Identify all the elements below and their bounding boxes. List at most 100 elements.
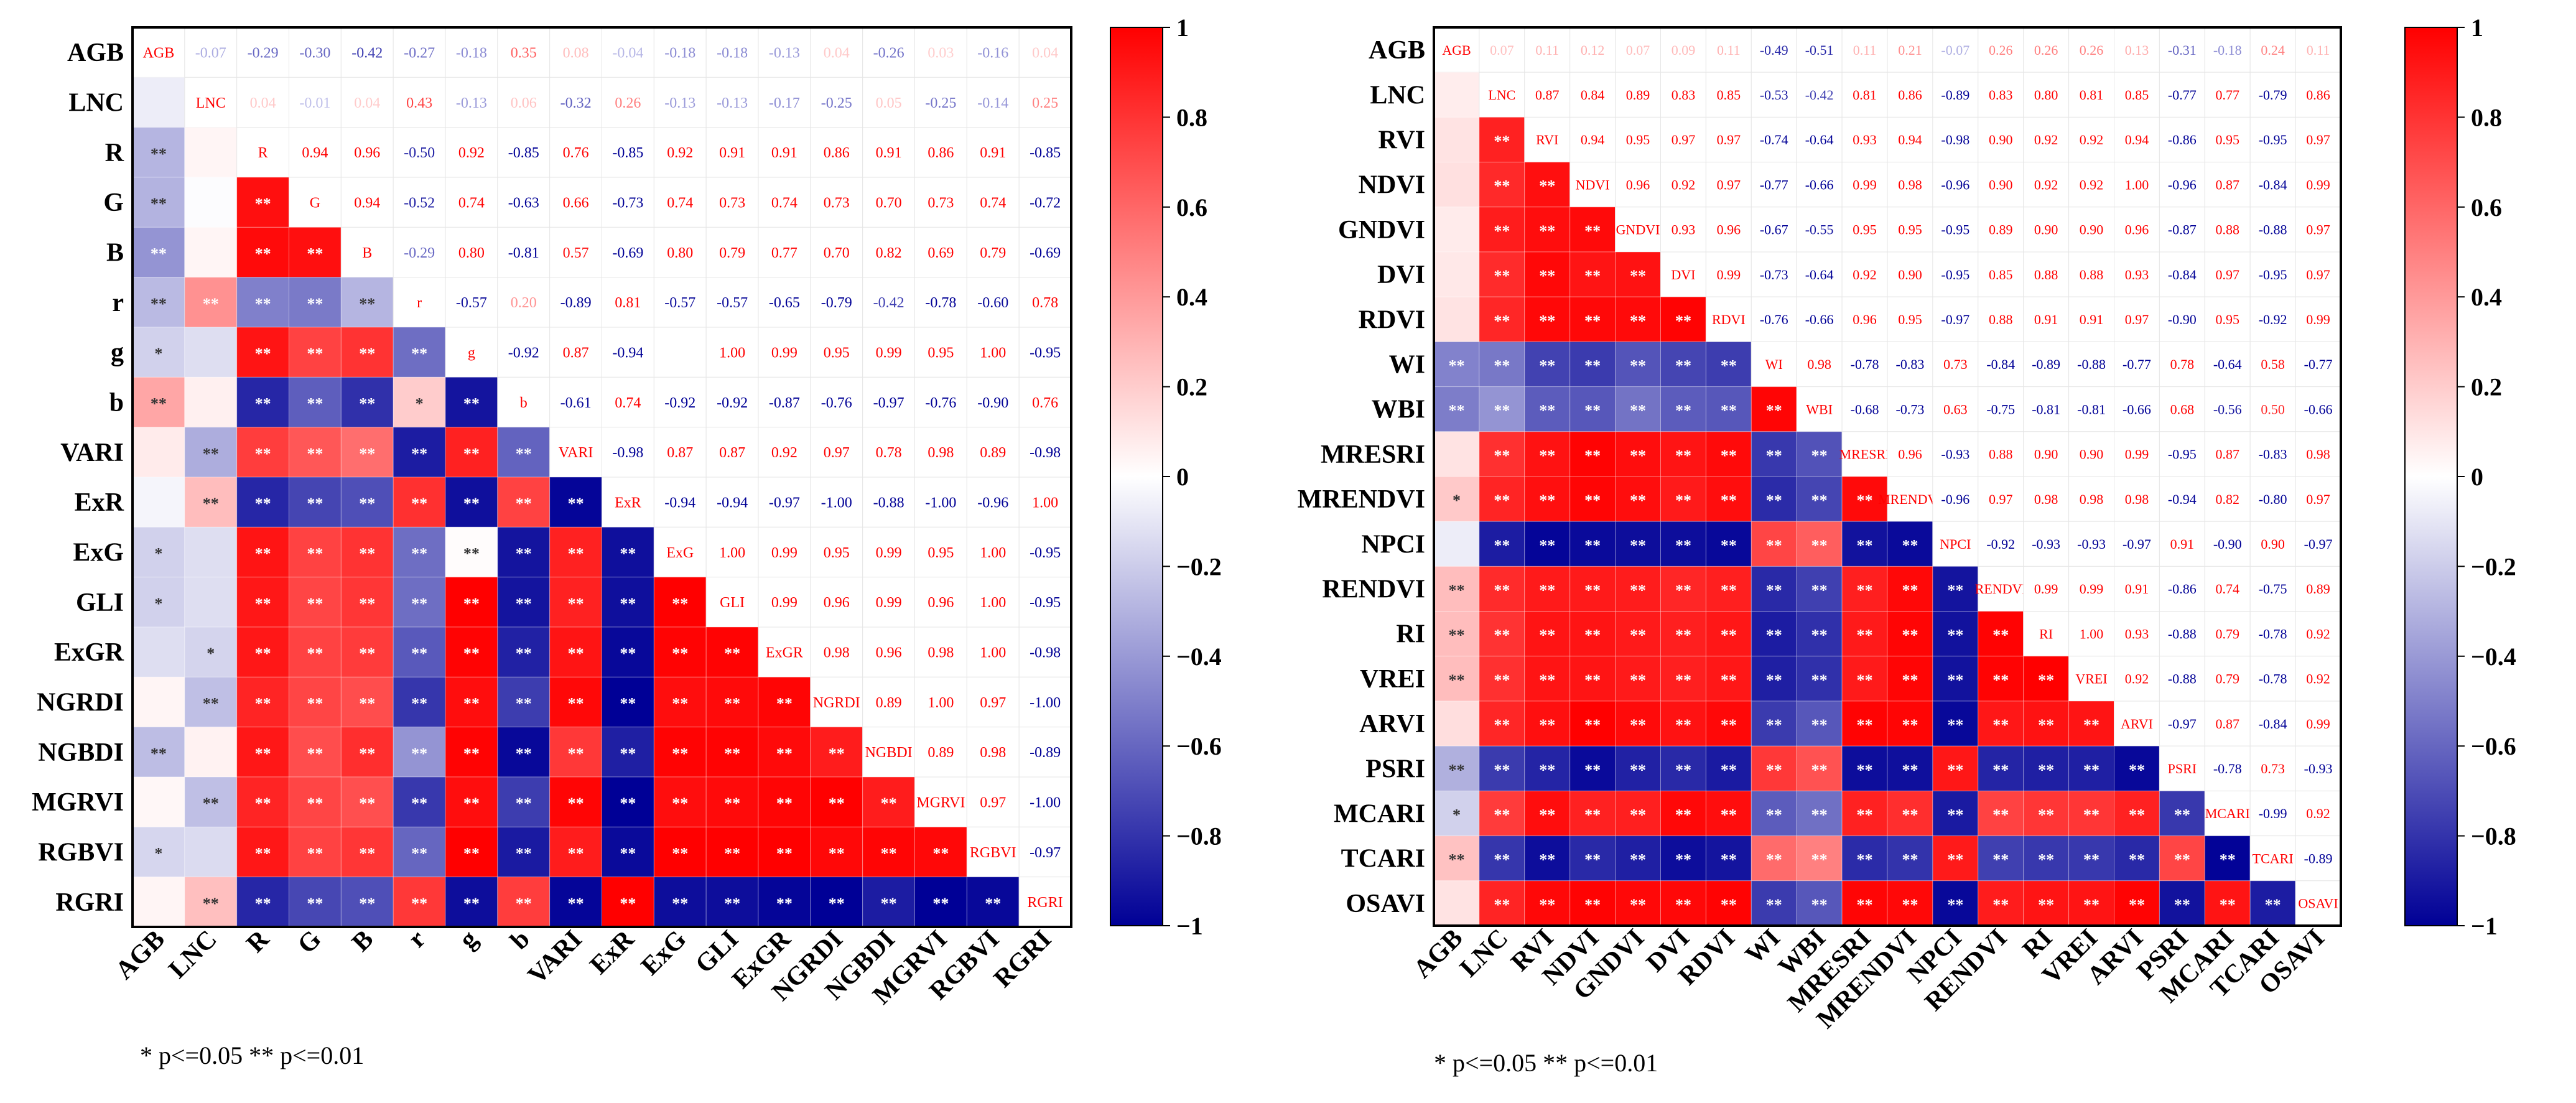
correlation-value: 0.99 <box>771 595 797 611</box>
correlation-value: -0.92 <box>508 345 539 361</box>
heatmap-cell <box>1796 565 1843 612</box>
correlation-value: 0.99 <box>1717 267 1741 282</box>
colorbar-tick-label: 0 <box>2471 463 2483 491</box>
heatmap-cell <box>393 577 446 628</box>
diagonal-label: RGRI <box>1027 895 1062 911</box>
significance-mark: ** <box>1947 851 1963 869</box>
correlation-value: 0.86 <box>1898 87 1922 103</box>
upper-cell <box>2023 565 2070 612</box>
upper-cell <box>2068 207 2115 253</box>
correlation-value: 0.85 <box>2125 87 2149 103</box>
upper-cell <box>1796 341 1843 388</box>
heatmap-cell <box>2023 656 2070 702</box>
significance-mark: ** <box>1539 536 1555 554</box>
upper-cell <box>2204 386 2251 432</box>
significance-mark: ** <box>255 745 271 763</box>
diagonal-cell <box>653 526 707 578</box>
correlation-value: 0.97 <box>1989 491 2013 507</box>
correlation-value: 0.79 <box>2216 626 2240 641</box>
significance-mark: ** <box>1630 671 1646 689</box>
upper-cell <box>602 177 654 228</box>
heatmap-cell <box>1433 116 1480 163</box>
diagonal-cell <box>1932 521 1979 567</box>
significance-mark: ** <box>1539 402 1555 420</box>
significance-mark: ** <box>1494 716 1510 734</box>
heatmap-cell <box>497 477 551 528</box>
correlation-value: -0.98 <box>1030 445 1061 461</box>
upper-cell <box>2295 476 2341 522</box>
significance-mark: ** <box>2038 761 2054 779</box>
heatmap-cell <box>1705 476 1752 522</box>
heatmap-cell <box>2068 745 2115 791</box>
diagonal-label: g <box>468 345 475 361</box>
upper-cell <box>2114 386 2160 432</box>
upper-cell <box>914 376 967 428</box>
heatmap-cell <box>445 526 498 578</box>
significance-mark: ** <box>463 794 480 812</box>
upper-cell <box>1841 116 1888 163</box>
upper-cell <box>914 727 967 778</box>
correlation-value: 1.00 <box>980 345 1006 361</box>
heatmap-cell <box>184 477 238 528</box>
diagonal-cell <box>1796 386 1843 432</box>
significance-mark: ** <box>1630 536 1646 554</box>
heatmap-cell <box>1479 745 1525 791</box>
upper-cell <box>1796 251 1843 297</box>
upper-cell <box>1978 207 2024 253</box>
significance-mark: ** <box>1766 761 1782 779</box>
significance-mark: ** <box>1494 447 1510 465</box>
significance-mark: ** <box>1766 536 1782 554</box>
x-tick-label: B <box>346 925 379 957</box>
upper-cell <box>2159 116 2205 163</box>
correlation-value: 0.06 <box>511 95 537 111</box>
y-tick-label: LNC <box>1370 81 1425 109</box>
significance-mark: ** <box>359 545 375 563</box>
correlation-value: -0.94 <box>612 345 643 361</box>
heatmap-cell <box>184 776 238 827</box>
heatmap-cell <box>497 877 551 928</box>
upper-cell <box>914 427 967 478</box>
correlation-value: -0.81 <box>508 245 539 261</box>
significance-mark: ** <box>516 845 532 863</box>
correlation-value: 0.83 <box>1672 87 1696 103</box>
heatmap-cell <box>289 676 342 728</box>
correlation-value: 0.90 <box>2080 222 2104 238</box>
upper-cell <box>862 226 915 278</box>
correlation-value: -0.04 <box>612 45 643 62</box>
upper-cell <box>2204 72 2251 118</box>
significance-mark: * <box>1453 806 1461 824</box>
significance-mark: ** <box>1992 761 2009 779</box>
correlation-value: -0.76 <box>821 395 852 411</box>
significance-mark: ** <box>1584 626 1601 645</box>
correlation-value: -0.93 <box>2077 536 2106 552</box>
heatmap-cell <box>184 526 238 578</box>
heatmap-cell <box>2068 700 2115 747</box>
correlation-value: -0.76 <box>1760 312 1788 327</box>
correlation-value: 0.89 <box>1626 87 1650 103</box>
correlation-value: 0.81 <box>615 295 641 311</box>
upper-cell <box>966 177 1020 228</box>
upper-cell <box>2295 835 2341 882</box>
heatmap-cell <box>1615 386 1662 432</box>
significance-mark: ** <box>1766 851 1782 869</box>
diagonal-label: ExGR <box>766 645 803 661</box>
heatmap-cell <box>1569 835 1616 882</box>
significance-mark: ** <box>307 595 323 613</box>
correlation-value: -0.80 <box>2259 491 2287 507</box>
y-tick-label: g <box>111 338 124 367</box>
correlation-value: -0.85 <box>1030 145 1061 161</box>
heatmap-cell <box>1569 611 1616 657</box>
heatmap-cell <box>1751 656 1797 702</box>
correlation-value: -0.78 <box>2259 626 2287 641</box>
upper-cell <box>758 376 811 428</box>
y-tick-label: MGRVI <box>32 788 124 817</box>
heatmap-cell <box>1978 700 2024 747</box>
correlation-value: -0.72 <box>1030 195 1061 212</box>
significance-mark: ** <box>1630 447 1646 465</box>
significance-mark: ** <box>881 895 897 913</box>
correlation-value: -0.42 <box>351 45 383 62</box>
correlation-value: 0.08 <box>563 45 589 62</box>
significance-mark: ** <box>1947 716 1963 734</box>
diagonal-label: TCARI <box>2253 850 2294 866</box>
heatmap-cell <box>1841 565 1888 612</box>
